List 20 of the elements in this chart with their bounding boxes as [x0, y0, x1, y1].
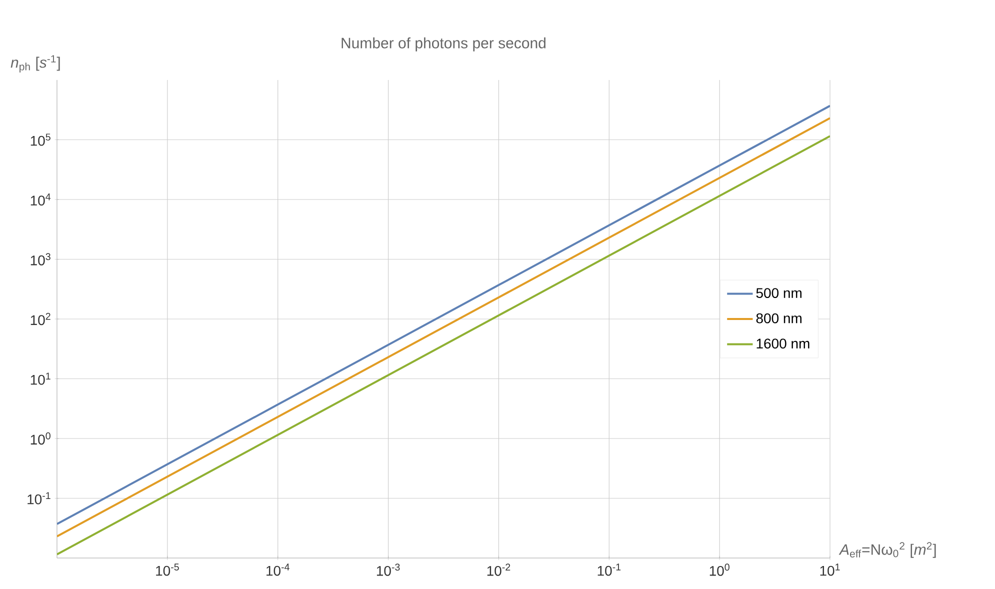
y-tick-label: 10$^{3}$: [30, 253, 50, 266]
x-tick-label: 10$^{-2}$: [487, 564, 510, 576]
y-tick-label: 10$^{-1}$: [28, 492, 50, 504]
x-tick-label: 10$^{0}$: [710, 564, 730, 576]
x-tick-label: 10$^{-1}$: [598, 564, 621, 576]
legend-label: 500 nm: [756, 288, 802, 298]
y-tick-label: 10$^{0}$: [30, 432, 50, 445]
y-tick-label: 10$^{1}$: [30, 372, 50, 385]
text: A$_{eff}$=Nω$_{0}$$^{2}$ [m$^{2}$]: [838, 542, 936, 558]
y-axis-title: n$_{ph}$ [s$^{-1}$]: [10, 55, 60, 72]
y-tick-label: 10$^{5}$: [30, 134, 50, 146]
legend-label: 1600 nm: [756, 338, 810, 349]
x-tick-label: 10$^{1}$: [820, 564, 840, 576]
y-tick-label: 10$^{2}$: [30, 312, 50, 326]
x-tick-label: 10$^{-4}$: [266, 564, 290, 576]
y-tick-label: 10$^{4}$: [30, 193, 51, 206]
x-tick-label: 10$^{-5}$: [156, 564, 179, 576]
x-tick-label: 10$^{-3}$: [376, 564, 400, 576]
legend-label: 800 nm: [756, 313, 802, 324]
chart-title: Number of photons per second: [342, 37, 546, 52]
